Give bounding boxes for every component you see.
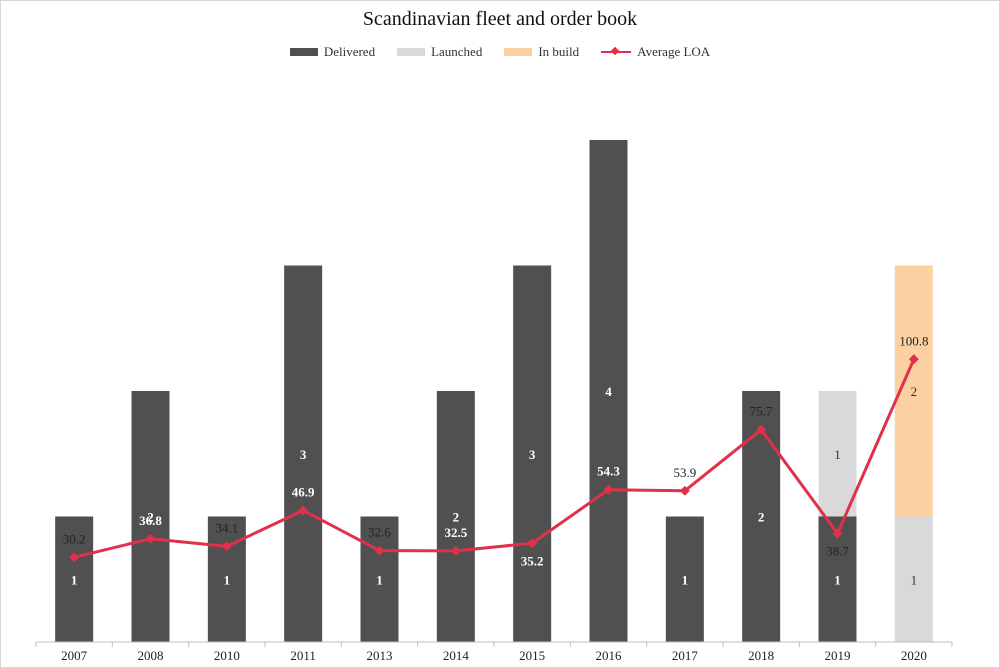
bar-label-delivered-2008: 2	[147, 510, 154, 525]
chart-title: Scandinavian fleet and order book	[362, 8, 638, 30]
line-point-average-loa-2016	[603, 484, 614, 495]
line-label-average-loa-2019: 38.7	[826, 543, 849, 558]
x-tick-label-2017: 2017	[672, 648, 699, 663]
x-tick-label-2008: 2008	[138, 648, 164, 663]
bar-delivered-2007	[55, 516, 94, 642]
line-average-loa	[73, 358, 916, 559]
bar-label-delivered-2013: 1	[376, 572, 383, 587]
bar-delivered-2017	[665, 516, 704, 642]
bar-label-delivered-2016: 4	[605, 384, 612, 399]
bar-label-delivered-2015: 3	[529, 447, 536, 462]
legend-swatch-average-loa	[601, 47, 632, 57]
bar-label-delivered-2007: 1	[71, 572, 78, 587]
line-point-average-loa-2017	[679, 485, 690, 496]
bar-delivered-2014	[436, 391, 475, 642]
line-label-average-loa-2011: 46.9	[292, 484, 315, 499]
line-label-average-loa-2018: 75.7	[750, 404, 773, 419]
x-tick-label-2018: 2018	[748, 648, 774, 663]
line-label-average-loa-2015: 35.2	[521, 553, 544, 568]
bar-delivered-2016	[589, 140, 628, 642]
bar-delivered-2013	[360, 516, 399, 642]
bar-delivered-2010	[207, 516, 246, 642]
legend: Delivered Launched In build Average LOA	[0, 44, 1000, 60]
legend-label-average-loa: Average LOA	[637, 44, 711, 59]
bar-label-in-build-2020: 2	[911, 384, 918, 399]
x-tick-label-2016: 2016	[596, 648, 623, 663]
legend-item-average-loa: Average LOA	[601, 44, 710, 60]
legend-label-launched: Launched	[431, 44, 483, 59]
x-tick-label-2007: 2007	[61, 648, 88, 663]
line-label-average-loa-2008: 36.8	[139, 513, 162, 528]
line-label-average-loa-2013: 32.6	[368, 525, 391, 540]
legend-swatch-launched	[397, 48, 426, 56]
bar-delivered-2011	[284, 265, 323, 642]
legend-item-delivered: Delivered	[289, 44, 376, 60]
bar-label-delivered-2017: 1	[682, 572, 689, 587]
x-tick-label-2015: 2015	[519, 648, 545, 663]
x-tick-label-2020: 2020	[901, 648, 927, 663]
bar-label-delivered-2019: 1	[834, 572, 841, 587]
legend-swatch-in-build	[504, 48, 533, 56]
x-tick-label-2011: 2011	[290, 648, 316, 663]
line-point-average-loa-2011	[298, 505, 309, 516]
line-point-average-loa-2019	[832, 528, 843, 539]
line-label-average-loa-2007: 30.2	[63, 531, 86, 546]
bar-delivered-2008	[131, 391, 170, 642]
line-point-average-loa-2020	[908, 354, 919, 365]
line-label-average-loa-2010: 34.1	[215, 520, 238, 535]
bar-launched-2020	[894, 516, 933, 642]
bar-label-delivered-2010: 1	[224, 572, 231, 587]
line-point-average-loa-2014	[450, 545, 461, 556]
x-tick-label-2019: 2019	[825, 648, 851, 663]
line-point-average-loa-2007	[69, 552, 80, 563]
line-point-average-loa-2008	[145, 533, 156, 544]
line-label-average-loa-2016: 54.3	[597, 464, 620, 479]
bar-launched-2019	[818, 391, 857, 517]
legend-item-in-build: In build	[504, 44, 579, 60]
bar-label-launched-2019: 1	[834, 447, 841, 462]
bar-label-delivered-2011: 3	[300, 447, 307, 462]
x-tick-label-2010: 2010	[214, 648, 240, 663]
bar-label-delivered-2018: 2	[758, 510, 765, 525]
line-point-average-loa-2018	[756, 424, 767, 435]
line-label-average-loa-2017: 53.9	[673, 465, 696, 480]
legend-label-in-build: In build	[538, 44, 580, 59]
legend-label-delivered: Delivered	[323, 44, 376, 59]
bar-label-launched-2020: 1	[911, 572, 918, 587]
line-label-average-loa-2014: 32.5	[444, 525, 467, 540]
bar-delivered-2015	[513, 265, 552, 642]
x-tick-label-2013: 2013	[367, 648, 393, 663]
bar-label-delivered-2014: 2	[453, 510, 460, 525]
line-point-average-loa-2010	[221, 541, 232, 552]
line-point-average-loa-2015	[527, 538, 538, 549]
line-label-average-loa-2020: 100.8	[899, 333, 928, 348]
line-point-average-loa-2013	[374, 545, 385, 556]
legend-item-launched: Launched	[397, 44, 482, 60]
legend-swatch-delivered	[289, 48, 318, 56]
x-tick-label-2014: 2014	[443, 648, 470, 663]
